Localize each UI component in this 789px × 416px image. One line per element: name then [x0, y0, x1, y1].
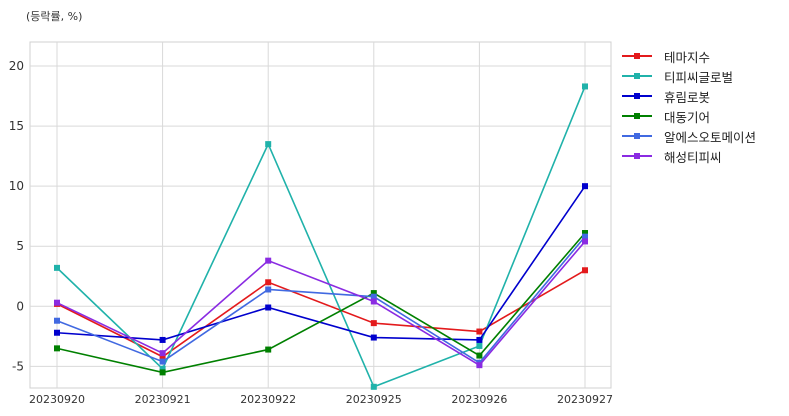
- y-tick-label: 20: [9, 59, 24, 73]
- legend-swatch: [622, 130, 652, 142]
- data-point: [159, 353, 166, 360]
- data-point: [582, 83, 588, 90]
- x-tick-label: 20230920: [29, 393, 85, 406]
- data-point: [54, 345, 60, 352]
- data-point: [476, 352, 483, 359]
- data-point: [582, 183, 588, 190]
- legend-label: 티피씨글로벌: [664, 69, 734, 85]
- data-point: [159, 350, 166, 357]
- data-point: [265, 304, 272, 311]
- data-point: [159, 336, 166, 343]
- legend-label: 대동기어: [664, 109, 711, 125]
- data-point: [54, 329, 60, 336]
- data-point: [54, 264, 60, 271]
- y-tick-label: 15: [9, 119, 24, 133]
- data-point: [370, 334, 377, 341]
- data-point: [54, 299, 60, 306]
- data-point: [265, 141, 272, 148]
- data-point: [265, 279, 272, 286]
- data-point: [582, 230, 588, 237]
- data-point: [582, 267, 588, 274]
- y-axis-label: (등락률, %): [26, 10, 83, 23]
- legend-item: 알에스오토메이션: [622, 126, 756, 146]
- y-tick-label: 10: [9, 179, 24, 193]
- data-point: [159, 369, 166, 376]
- data-point: [265, 346, 272, 353]
- legend-label: 휴림로봇: [664, 89, 711, 105]
- data-point: [370, 290, 377, 297]
- plot-area: [29, 41, 612, 389]
- data-point: [476, 328, 483, 335]
- series-line: [56, 185, 586, 341]
- y-tick-label: -5: [12, 359, 24, 373]
- data-point: [265, 257, 272, 264]
- data-point: [476, 342, 483, 349]
- legend-label: 테마지수: [664, 49, 711, 65]
- legend-label: 알에스오토메이션: [664, 129, 757, 145]
- data-point: [370, 298, 377, 305]
- data-point: [476, 362, 483, 369]
- legend-swatch: [622, 150, 652, 162]
- x-tick-label: 20230926: [451, 393, 507, 406]
- legend-item: 티피씨글로벌: [622, 66, 756, 86]
- legend-item: 휴림로봇: [622, 86, 756, 106]
- legend-item: 해성티피씨: [622, 146, 756, 166]
- data-point: [265, 286, 272, 293]
- legend-swatch: [622, 110, 652, 122]
- legend-swatch: [622, 70, 652, 82]
- series-line: [56, 232, 586, 374]
- x-tick-label: 20230922: [240, 393, 296, 406]
- legend-label: 해성티피씨: [664, 149, 722, 165]
- y-tick-label: 0: [16, 299, 24, 313]
- data-point: [582, 233, 588, 240]
- data-point: [476, 336, 483, 343]
- x-tick-label: 20230925: [346, 393, 402, 406]
- data-point: [370, 383, 377, 390]
- series-line: [56, 86, 586, 388]
- legend-item: 대동기어: [622, 106, 756, 126]
- y-tick-label: 5: [16, 239, 24, 253]
- data-point: [159, 365, 166, 372]
- legend-swatch: [622, 50, 652, 62]
- x-tick-label: 20230921: [135, 393, 191, 406]
- series-line: [56, 269, 586, 358]
- legend-item: 테마지수: [622, 46, 756, 66]
- data-point: [370, 293, 377, 300]
- series-line: [56, 240, 586, 367]
- x-tick-label: 20230927: [557, 393, 613, 406]
- legend-swatch: [622, 90, 652, 102]
- data-point: [582, 238, 588, 245]
- data-point: [370, 320, 377, 327]
- data-point: [54, 317, 60, 324]
- series-line: [56, 236, 586, 364]
- data-point: [159, 358, 166, 365]
